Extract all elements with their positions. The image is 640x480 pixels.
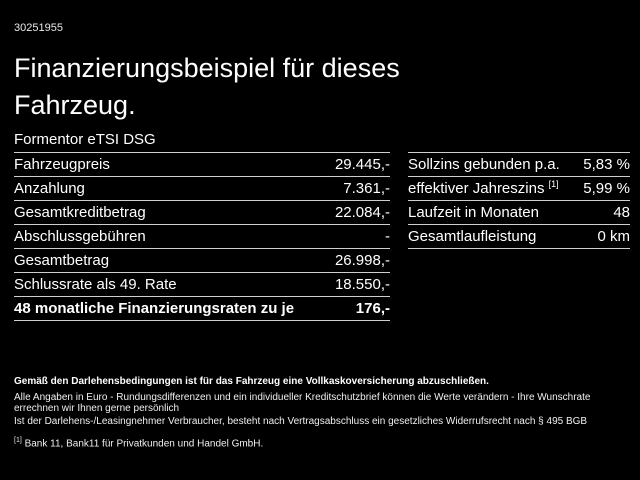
row-value: 18.550,- [334, 276, 390, 293]
footnote-reference: [1] [548, 179, 559, 189]
row-value: 22.084,- [334, 204, 390, 221]
footnote-marker: [1] [14, 437, 22, 444]
disclaimer-line: Alle Angaben in Euro - Rundungsdifferenz… [14, 392, 591, 414]
financing-conditions-table: Sollzins gebunden p.a. 5,83 % effektiver… [408, 152, 630, 249]
table-row: Fahrzeugpreis 29.445,- [14, 152, 390, 176]
page-title: Finanzierungsbeispiel für dieses Fahrzeu… [14, 53, 400, 120]
row-label: 48 monatliche Finanzierungsraten zu je [14, 300, 295, 317]
row-value: 26.998,- [334, 252, 390, 269]
financing-tables: Fahrzeugpreis 29.445,- Anzahlung 7.361,-… [14, 152, 630, 321]
withdrawal-rights-line: Ist der Darlehens-/Leasingnehmer Verbrau… [14, 416, 588, 427]
table-row: Gesamtbetrag 26.998,- [14, 248, 390, 272]
table-row: Laufzeit in Monaten 48 [408, 200, 630, 224]
table-row-monthly-rate: 48 monatliche Finanzierungsraten zu je 1… [14, 296, 390, 321]
bank-footnote: [1] Bank 11, Bank11 für Privatkunden und… [14, 437, 626, 449]
table-row: Gesamtlaufleistung 0 km [408, 224, 630, 249]
vehicle-id: 30251955 [14, 22, 63, 34]
footnote-text: Bank 11, Bank11 für Privatkunden und Han… [24, 438, 264, 450]
row-value: 7.361,- [343, 180, 390, 197]
financing-amounts-table: Fahrzeugpreis 29.445,- Anzahlung 7.361,-… [14, 152, 390, 321]
row-label: Gesamtlaufleistung [408, 228, 537, 245]
table-row: Anzahlung 7.361,- [14, 176, 390, 200]
row-label: Fahrzeugpreis [14, 156, 110, 173]
row-label: Anzahlung [14, 180, 85, 197]
row-label: Gesamtbetrag [14, 252, 110, 269]
row-label: Gesamtkreditbetrag [14, 204, 146, 221]
row-label: Abschlussgebühren [14, 228, 146, 245]
row-value: 5,99 % [583, 180, 630, 197]
vehicle-model-subtitle: Formentor eTSI DSG [14, 131, 156, 148]
row-value: 5,83 % [583, 156, 630, 173]
table-row: Schlussrate als 49. Rate 18.550,- [14, 272, 390, 296]
table-row: effektiver Jahreszins [1] 5,99 % [408, 176, 630, 200]
table-row: Gesamtkreditbetrag 22.084,- [14, 200, 390, 224]
row-value: 48 [613, 204, 630, 221]
row-value: 176,- [355, 300, 390, 317]
row-label: Sollzins gebunden p.a. [408, 156, 560, 173]
insurance-notice: Gemäß den Darlehensbedingungen ist für d… [14, 376, 489, 387]
row-value: 29.445,- [334, 156, 390, 173]
table-row: Abschlussgebühren - [14, 224, 390, 248]
row-label: effektiver Jahreszins [1] [408, 179, 559, 198]
row-value: - [385, 228, 390, 245]
legal-footer: Gemäß den Darlehensbedingungen ist für d… [14, 376, 626, 449]
row-label: Laufzeit in Monaten [408, 204, 539, 221]
table-row: Sollzins gebunden p.a. 5,83 % [408, 152, 630, 176]
row-value: 0 km [597, 228, 630, 245]
row-label: Schlussrate als 49. Rate [14, 276, 177, 293]
